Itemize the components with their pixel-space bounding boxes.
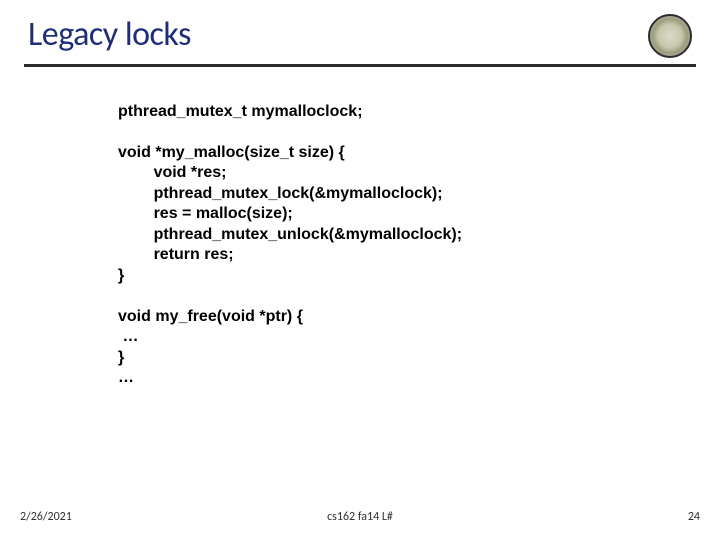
footer-date: 2/26/2021 (20, 510, 72, 524)
footer-center: cs162 fa14 L# (327, 510, 393, 524)
slide-title: Legacy locks (28, 14, 191, 55)
code-block: pthread_mutex_t mymalloclock; void *my_m… (118, 102, 462, 389)
slide: Legacy locks pthread_mutex_t mymallocloc… (0, 0, 720, 540)
footer-page-number: 24 (688, 510, 700, 524)
title-divider (24, 64, 696, 67)
seal-icon (648, 14, 692, 58)
